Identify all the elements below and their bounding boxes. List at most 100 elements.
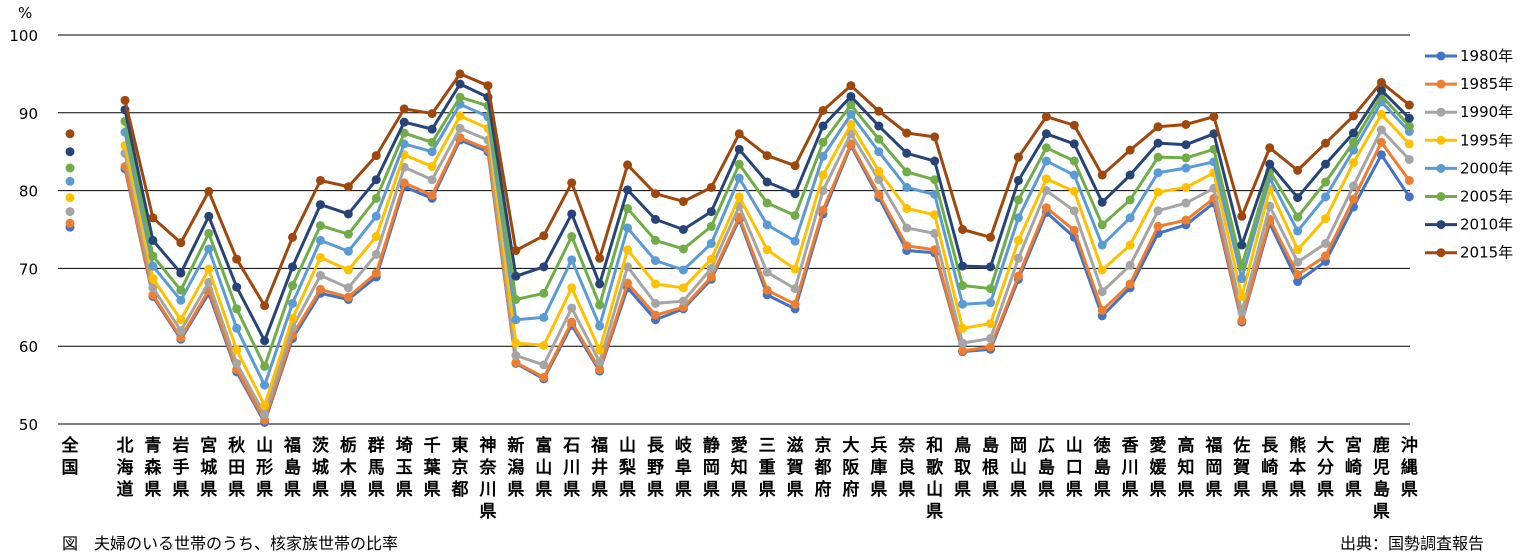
data-point	[1237, 274, 1247, 284]
data-point	[595, 300, 605, 310]
x-category-label: 奈良県	[897, 435, 916, 500]
data-point	[371, 232, 381, 242]
data-point	[1069, 156, 1079, 166]
data-point	[1153, 206, 1163, 216]
legend-marker-icon	[1436, 135, 1446, 145]
y-tick-label: 90	[19, 105, 38, 123]
data-point	[1181, 163, 1191, 173]
data-point	[930, 175, 940, 185]
data-point	[1293, 212, 1303, 222]
x-category-label: 兵庫県	[870, 435, 887, 500]
national-point	[65, 129, 75, 139]
data-point	[650, 298, 660, 308]
data-point	[1181, 198, 1191, 208]
data-point	[288, 262, 298, 272]
data-point	[818, 151, 828, 161]
data-point	[595, 253, 605, 263]
data-point	[1153, 168, 1163, 178]
x-category-label: 全国	[61, 435, 80, 478]
data-point	[399, 128, 409, 138]
x-category-label: 鳥取県	[954, 435, 971, 500]
data-point	[567, 209, 577, 219]
data-point	[1376, 150, 1386, 160]
data-point	[902, 167, 912, 177]
x-category-label: 栃木県	[339, 435, 358, 500]
x-category-label: 群馬県	[368, 435, 385, 500]
data-point	[399, 178, 409, 188]
data-point	[260, 400, 270, 410]
data-point	[567, 317, 577, 327]
data-point	[1293, 277, 1303, 287]
data-point	[176, 295, 186, 305]
data-point	[315, 235, 325, 245]
legend-label: 2015年	[1460, 244, 1513, 262]
data-point	[958, 261, 968, 271]
x-category-label: 秋田県	[228, 435, 246, 500]
y-tick-label: 100	[9, 27, 38, 45]
x-category-label: 高知県	[1176, 435, 1194, 500]
data-point	[902, 148, 912, 158]
data-point	[455, 123, 465, 133]
data-point	[511, 315, 521, 325]
data-point	[678, 244, 688, 254]
data-point	[1153, 152, 1163, 162]
data-point	[902, 241, 912, 251]
x-category-label: 徳島県	[1093, 435, 1111, 500]
x-category-label: 佐賀県	[1232, 435, 1250, 500]
data-point	[260, 410, 270, 420]
data-point	[930, 210, 940, 220]
data-point	[678, 265, 688, 275]
data-point	[315, 253, 325, 263]
data-point	[204, 211, 214, 221]
data-point	[874, 189, 884, 199]
legend-marker-icon	[1436, 163, 1446, 173]
series-2000年	[120, 97, 1414, 390]
data-point	[846, 119, 856, 129]
data-point	[623, 262, 633, 272]
data-point	[232, 323, 242, 333]
data-point	[260, 336, 270, 346]
data-point	[650, 214, 660, 224]
data-point	[427, 137, 437, 147]
national-point	[65, 207, 75, 217]
data-point	[1041, 174, 1051, 184]
data-point	[1348, 137, 1358, 147]
data-point	[343, 246, 353, 256]
y-tick-label: 70	[19, 260, 38, 278]
data-point	[1376, 85, 1386, 95]
data-point	[902, 182, 912, 192]
data-point	[1069, 206, 1079, 216]
data-point	[232, 345, 242, 355]
data-point	[1404, 100, 1414, 110]
data-point	[595, 321, 605, 331]
data-point	[762, 285, 772, 295]
x-category-label: 滋賀県	[786, 435, 804, 500]
data-point	[148, 274, 158, 284]
x-category-label: 長崎県	[1261, 436, 1279, 500]
data-point	[818, 137, 828, 147]
data-point	[511, 246, 521, 256]
data-point	[623, 160, 633, 170]
legend-marker-icon	[1436, 248, 1446, 258]
data-point	[232, 254, 242, 264]
data-point	[1348, 194, 1358, 204]
data-point	[706, 239, 716, 249]
x-category-label: 宮崎県	[1345, 435, 1362, 500]
data-point	[1181, 119, 1191, 129]
data-point	[1041, 156, 1051, 166]
data-point	[623, 223, 633, 233]
data-point	[1069, 225, 1079, 235]
data-point	[1293, 245, 1303, 255]
data-point	[371, 175, 381, 185]
data-point	[1293, 270, 1303, 280]
legend-label: 1990年	[1460, 103, 1513, 121]
data-point	[567, 283, 577, 293]
data-point	[455, 69, 465, 79]
data-point	[790, 189, 800, 199]
data-point	[846, 91, 856, 101]
data-point	[1376, 137, 1386, 147]
data-point	[315, 270, 325, 280]
data-point	[1237, 240, 1247, 250]
data-point	[511, 271, 521, 281]
data-point	[1069, 186, 1079, 196]
